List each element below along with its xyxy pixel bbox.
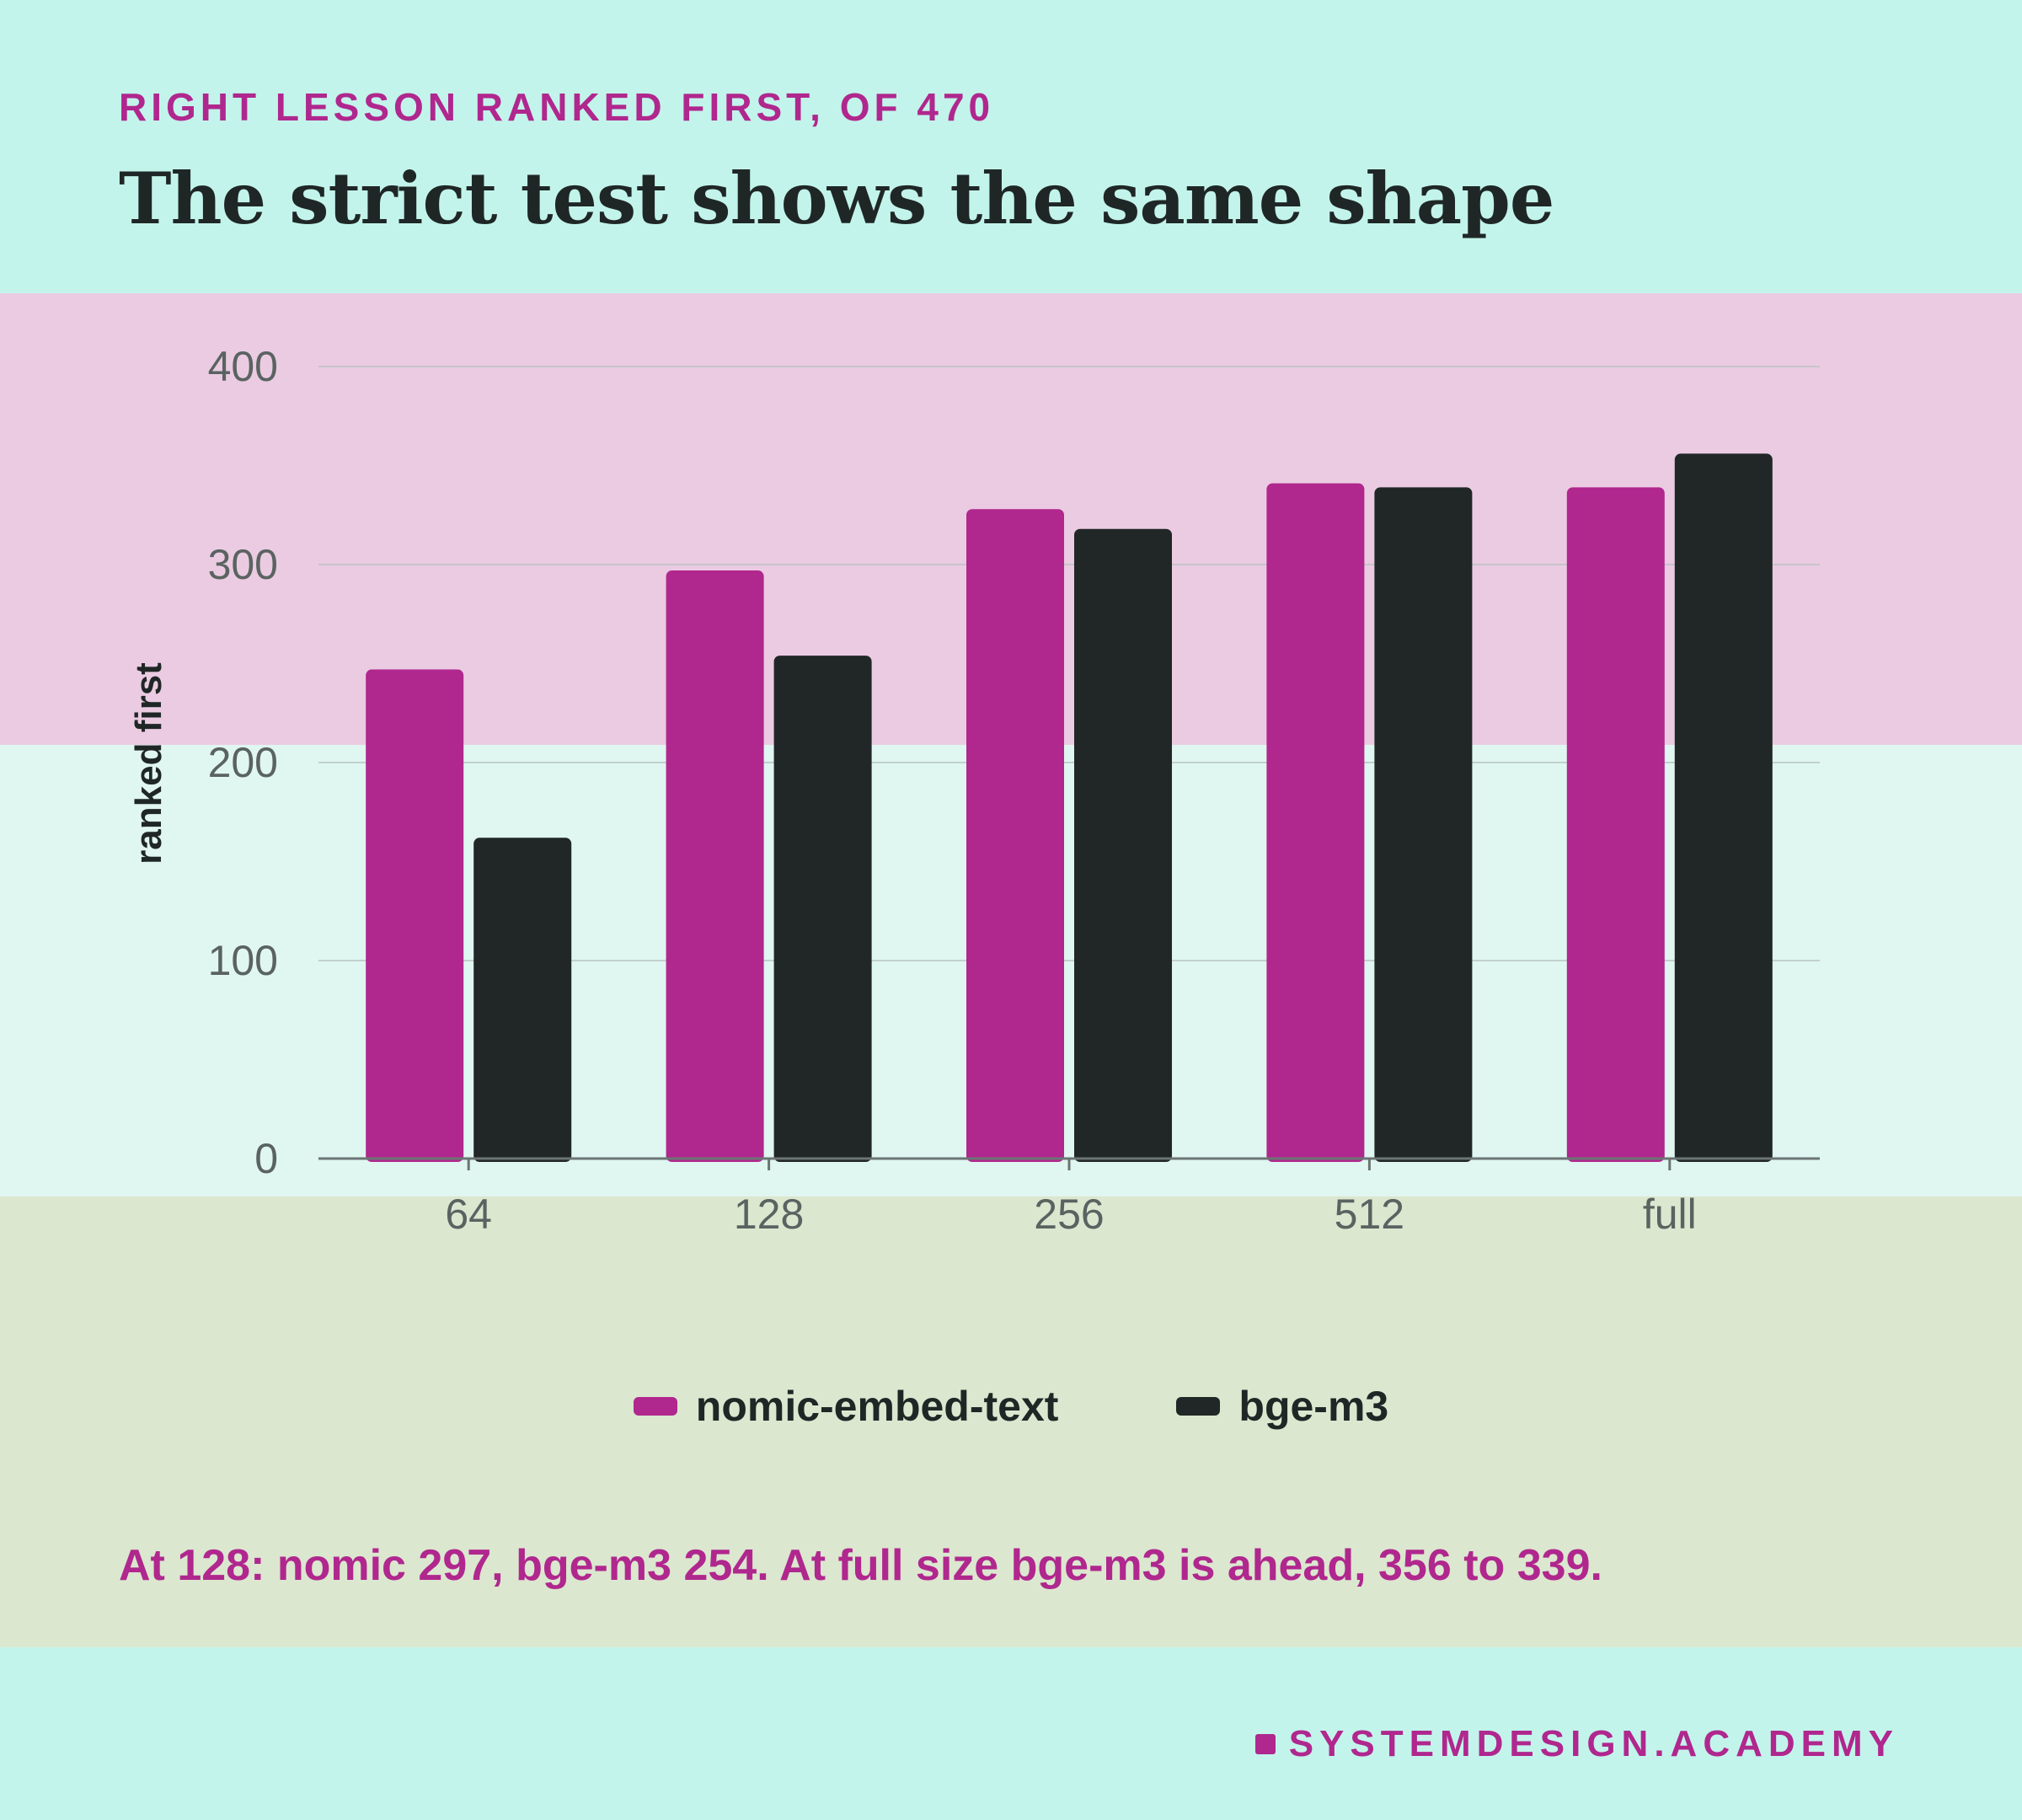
bar-bge-512: [1374, 487, 1473, 1162]
x-tick-label: full: [1643, 1191, 1697, 1238]
legend-swatch-bge: [1176, 1397, 1221, 1416]
legend-swatch-nomic: [633, 1397, 677, 1416]
legend-label-bge: bge-m3: [1238, 1383, 1389, 1430]
footer-band: [0, 1647, 2022, 1820]
y-tick-label: 0: [254, 1135, 278, 1182]
bar-nomic-256: [966, 509, 1064, 1162]
x-tick-label: 128: [734, 1191, 804, 1238]
bar-bge-64: [473, 838, 572, 1162]
bar-nomic-512: [1266, 483, 1365, 1162]
x-tick-label: 64: [445, 1191, 492, 1238]
bar-nomic-64: [366, 669, 464, 1162]
y-tick-label: 300: [208, 541, 278, 588]
y-tick-label: 100: [208, 937, 278, 984]
chart-eyebrow: RIGHT LESSON RANKED FIRST, OF 470: [119, 85, 995, 129]
chart-annotation: At 128: nomic 297, bge-m3 254. At full s…: [119, 1541, 1602, 1590]
bar-chart: 0 100 200 300 400 64 128 256 512 full: [208, 343, 1820, 1238]
brand-footer: SYSTEMDESIGN.ACADEMY: [1254, 1723, 1899, 1765]
chart-legend: nomic-embed-text bge-m3: [0, 1382, 2022, 1431]
bar-nomic-full: [1566, 487, 1665, 1162]
y-tick-label: 200: [208, 739, 278, 786]
chart-title: The strict test shows the same shape: [119, 157, 1554, 240]
bar-bge-128: [773, 656, 872, 1162]
brand-name: SYSTEMDESIGN.ACADEMY: [1288, 1723, 1899, 1764]
y-axis-title: ranked first: [128, 662, 169, 864]
y-tick-label: 400: [208, 343, 278, 390]
bar-nomic-128: [666, 570, 764, 1162]
bar-bge-256: [1074, 528, 1172, 1162]
header-band: [0, 0, 2022, 293]
bar-bge-full: [1674, 453, 1773, 1162]
x-tick-label: 256: [1034, 1191, 1104, 1238]
x-tick-label: 512: [1335, 1191, 1404, 1238]
band-olive: [0, 1196, 2022, 1647]
legend-item-nomic: nomic-embed-text: [633, 1382, 1059, 1431]
brand-square-icon: [1254, 1734, 1276, 1754]
legend-label-nomic: nomic-embed-text: [695, 1383, 1059, 1430]
legend-item-bge: bge-m3: [1176, 1382, 1388, 1431]
